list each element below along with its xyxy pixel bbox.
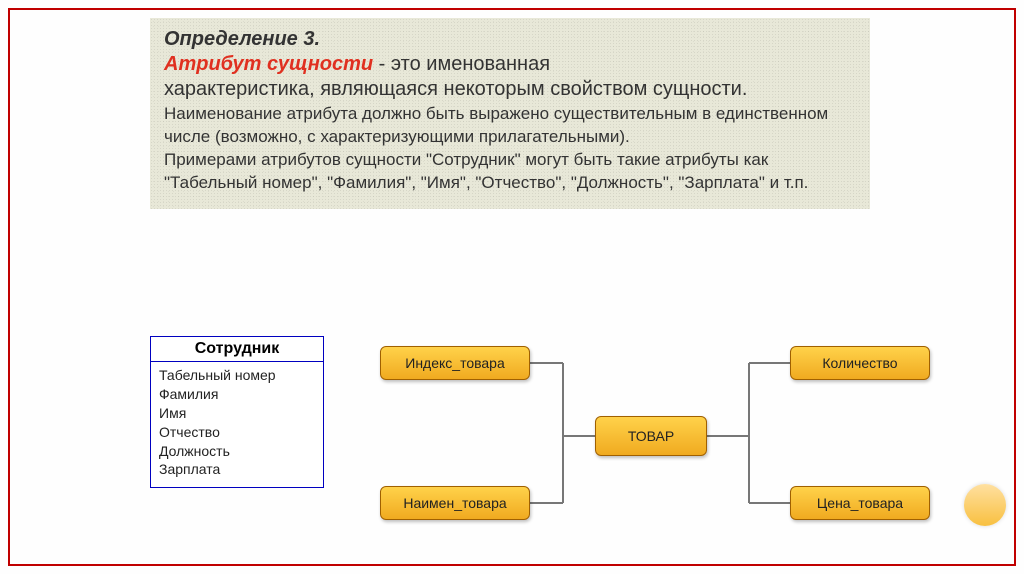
- entity-attribute: Отчество: [159, 423, 315, 442]
- entity-attribute: Табельный номер: [159, 366, 315, 385]
- nav-circle-icon[interactable]: [964, 484, 1006, 526]
- er-diagram: ТОВАР Индекс_товара Количество Наимен_товар…: [340, 336, 960, 531]
- diagram-center-node: ТОВАР: [595, 416, 707, 456]
- entity-attribute: Имя: [159, 404, 315, 423]
- definition-dash: - это именованная: [373, 53, 550, 75]
- definition-text-block: Определение 3. Атрибут сущности - это им…: [150, 18, 870, 209]
- entity-attribute: Должность: [159, 442, 315, 461]
- definition-body: Наименование атрибута должно быть выраже…: [164, 103, 856, 195]
- entity-name: Сотрудник: [151, 337, 323, 362]
- entity-table: Сотрудник Табельный номерФамилияИмяОтчес…: [150, 336, 324, 488]
- definition-line2: характеристика, являющаяся некоторым сво…: [164, 78, 856, 101]
- diagram-node-qty: Количество: [790, 346, 930, 380]
- entity-attribute: Зарплата: [159, 460, 315, 479]
- diagram-node-price: Цена_товара: [790, 486, 930, 520]
- entity-attributes: Табельный номерФамилияИмяОтчествоДолжнос…: [151, 362, 323, 487]
- diagram-node-index: Индекс_товара: [380, 346, 530, 380]
- entity-attribute: Фамилия: [159, 385, 315, 404]
- definition-line1: Атрибут сущности - это именованная: [164, 53, 856, 76]
- definition-term: Атрибут сущности: [164, 53, 373, 75]
- definition-title: Определение 3.: [164, 28, 856, 51]
- diagram-node-name: Наимен_товара: [380, 486, 530, 520]
